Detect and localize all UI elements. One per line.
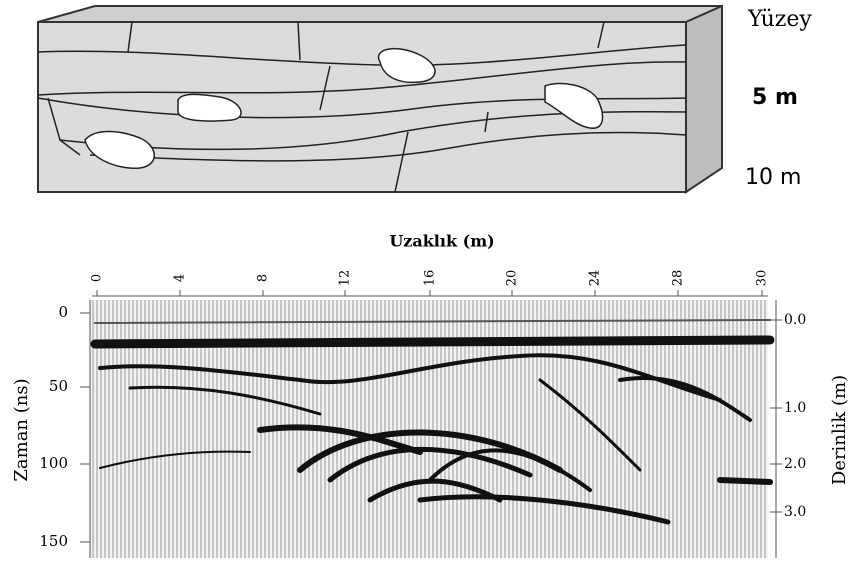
- depth-label: 10 m: [745, 165, 801, 190]
- right-tick-label: 2.0: [784, 456, 806, 472]
- left-tick-label: 50: [49, 377, 68, 395]
- block-diagram: Yüzey 5 m 10 m: [38, 6, 812, 192]
- top-tick-label: 8: [256, 274, 271, 282]
- radargram: Uzaklık (m) Zaman (ns) Derinlik (m) 0 4 8 1…: [11, 232, 850, 559]
- left-tick-label: 0: [58, 303, 68, 321]
- top-tick-label: 16: [423, 270, 438, 287]
- top-tick-label: 24: [588, 270, 603, 287]
- right-tick-label: 3.0: [784, 504, 806, 520]
- right-tick-label: 0.0: [784, 312, 806, 328]
- figure: Yüzey 5 m 10 m Uzaklık (m) Zaman (ns) De…: [0, 0, 852, 563]
- left-tick-label: 100: [39, 454, 68, 472]
- top-tick-label: 4: [173, 274, 188, 282]
- top-tick-label: 12: [338, 270, 353, 287]
- right-tick-label: 1.0: [784, 400, 806, 416]
- left-tick-label: 150: [39, 532, 68, 550]
- top-tick-label: 20: [505, 270, 520, 287]
- right-axis-label: Derinlik (m): [829, 375, 850, 485]
- left-axis-label: Zaman (ns): [11, 378, 32, 481]
- top-tick-label: 0: [90, 274, 105, 282]
- top-tick-label: 30: [755, 270, 770, 287]
- radargram-title: Uzaklık (m): [389, 232, 494, 251]
- surface-label: Yüzey: [747, 7, 812, 32]
- top-tick-label: 28: [671, 270, 686, 287]
- depth-label: 5 m: [752, 85, 798, 110]
